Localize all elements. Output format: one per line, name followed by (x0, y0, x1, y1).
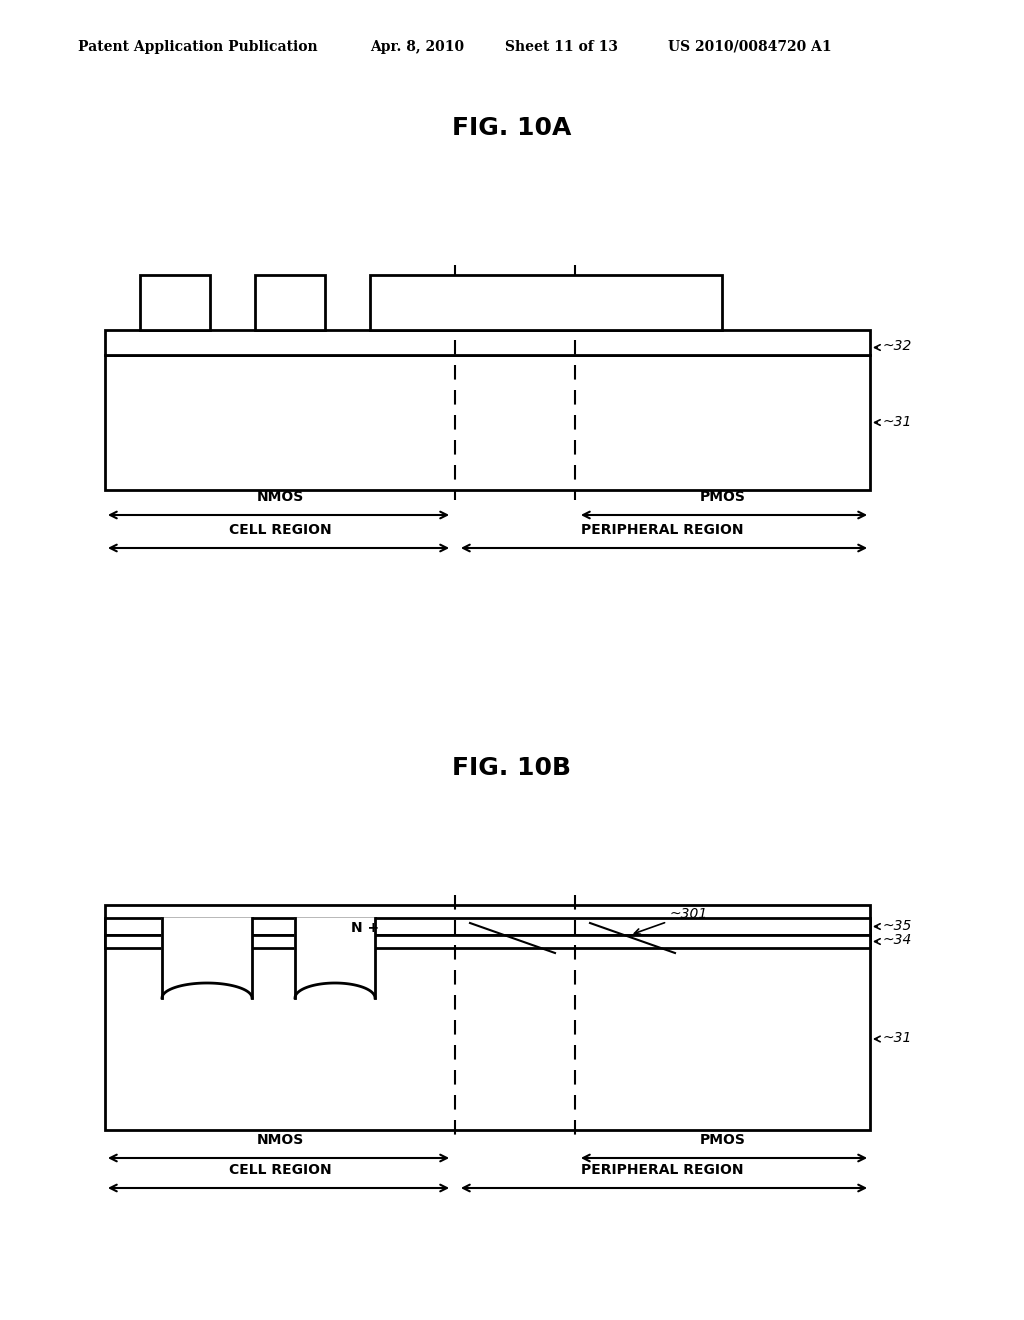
Text: ~32: ~32 (883, 339, 912, 354)
Text: PERIPHERAL REGION: PERIPHERAL REGION (582, 1163, 743, 1177)
Text: Sheet 11 of 13: Sheet 11 of 13 (505, 40, 618, 54)
Bar (105, 917, 870, 935)
Polygon shape (295, 917, 375, 998)
Bar (140, 275, 210, 330)
Text: N +: N + (351, 921, 379, 936)
Text: Patent Application Publication: Patent Application Publication (78, 40, 317, 54)
Text: PERIPHERAL REGION: PERIPHERAL REGION (582, 523, 743, 537)
Text: FIG. 10A: FIG. 10A (453, 116, 571, 140)
Text: ~31: ~31 (883, 1031, 912, 1045)
Text: PMOS: PMOS (699, 490, 745, 504)
Polygon shape (162, 917, 252, 998)
Text: PMOS: PMOS (699, 1133, 745, 1147)
Text: CELL REGION: CELL REGION (228, 523, 332, 537)
Text: CELL REGION: CELL REGION (228, 1163, 332, 1177)
Text: FIG. 10B: FIG. 10B (453, 756, 571, 780)
Bar (105, 330, 870, 355)
Text: ~35: ~35 (883, 919, 912, 932)
Bar (105, 906, 870, 1130)
Text: NMOS: NMOS (256, 490, 304, 504)
Text: ~33: ~33 (195, 969, 224, 983)
Text: ~31: ~31 (883, 414, 912, 429)
Text: US 2010/0084720 A1: US 2010/0084720 A1 (668, 40, 831, 54)
Bar (370, 275, 722, 330)
Bar (105, 355, 870, 490)
Bar (255, 275, 325, 330)
Text: ~301: ~301 (635, 907, 709, 935)
Text: Apr. 8, 2010: Apr. 8, 2010 (370, 40, 464, 54)
Bar (105, 935, 870, 948)
Text: ~34: ~34 (883, 933, 912, 948)
Text: NMOS: NMOS (256, 1133, 304, 1147)
